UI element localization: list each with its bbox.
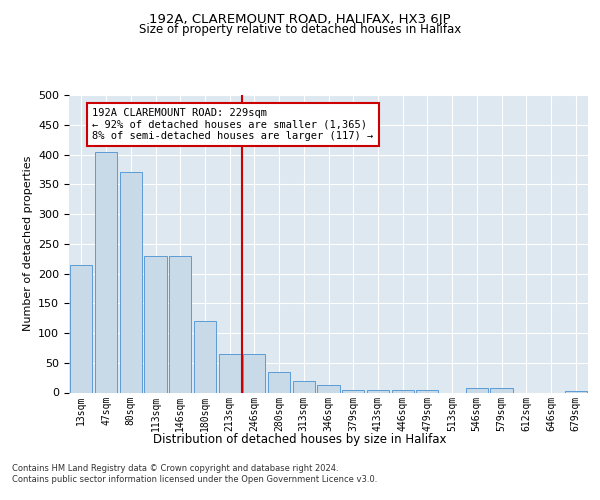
Bar [392, 390, 414, 392]
Bar [466, 388, 488, 392]
Bar [268, 372, 290, 392]
Bar [342, 390, 364, 392]
Bar [490, 388, 512, 392]
Bar [145, 256, 167, 392]
Bar [317, 385, 340, 392]
Text: Contains HM Land Registry data © Crown copyright and database right 2024.: Contains HM Land Registry data © Crown c… [12, 464, 338, 473]
Y-axis label: Number of detached properties: Number of detached properties [23, 156, 32, 332]
Bar [70, 264, 92, 392]
Bar [95, 152, 117, 392]
Text: Distribution of detached houses by size in Halifax: Distribution of detached houses by size … [153, 432, 447, 446]
Bar [119, 172, 142, 392]
Bar [243, 354, 265, 393]
Bar [416, 390, 439, 392]
Text: Contains public sector information licensed under the Open Government Licence v3: Contains public sector information licen… [12, 475, 377, 484]
Text: 192A CLAREMOUNT ROAD: 229sqm
← 92% of detached houses are smaller (1,365)
8% of : 192A CLAREMOUNT ROAD: 229sqm ← 92% of de… [92, 108, 374, 142]
Bar [169, 256, 191, 392]
Bar [293, 380, 315, 392]
Bar [194, 321, 216, 392]
Bar [367, 390, 389, 392]
Text: 192A, CLAREMOUNT ROAD, HALIFAX, HX3 6JP: 192A, CLAREMOUNT ROAD, HALIFAX, HX3 6JP [149, 12, 451, 26]
Text: Size of property relative to detached houses in Halifax: Size of property relative to detached ho… [139, 24, 461, 36]
Bar [218, 354, 241, 393]
